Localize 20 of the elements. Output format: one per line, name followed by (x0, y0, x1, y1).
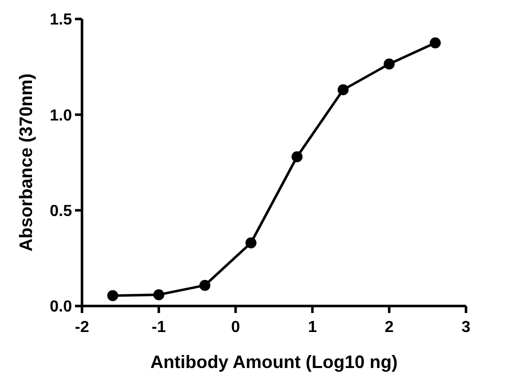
x-tick-label: -1 (152, 319, 166, 336)
point (153, 289, 164, 300)
x-tick-label: -2 (74, 319, 90, 336)
y-axis-title: Absorbance (370nm) (16, 73, 36, 252)
x-axis-title: Antibody Amount (Log10 ng) (150, 352, 398, 372)
y-tick-label: 0.5 (50, 202, 72, 220)
x-tick-label: 1 (308, 319, 317, 336)
point (107, 290, 118, 302)
x-tick-label: 3 (462, 319, 471, 336)
point (338, 84, 349, 96)
point (430, 37, 441, 48)
point (384, 58, 395, 70)
y-tick-label: 1.5 (50, 12, 72, 29)
point (245, 237, 256, 248)
y-tick-label: 1.0 (50, 107, 72, 124)
point (292, 151, 303, 162)
point (199, 280, 210, 291)
x-tick-label: 0 (231, 319, 240, 336)
y-tick-label: 0.0 (50, 298, 72, 316)
x-tick-label: 2 (384, 319, 394, 336)
